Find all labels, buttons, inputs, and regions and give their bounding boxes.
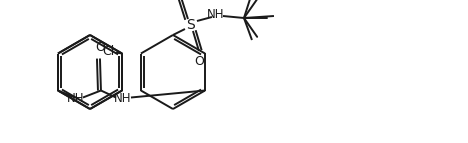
Text: Cl: Cl <box>102 45 114 58</box>
Text: O: O <box>95 41 105 54</box>
Text: NH: NH <box>207 8 225 21</box>
Text: S: S <box>187 18 195 32</box>
Text: O: O <box>194 55 204 68</box>
Text: NH: NH <box>114 92 132 105</box>
Text: NH: NH <box>67 92 85 105</box>
